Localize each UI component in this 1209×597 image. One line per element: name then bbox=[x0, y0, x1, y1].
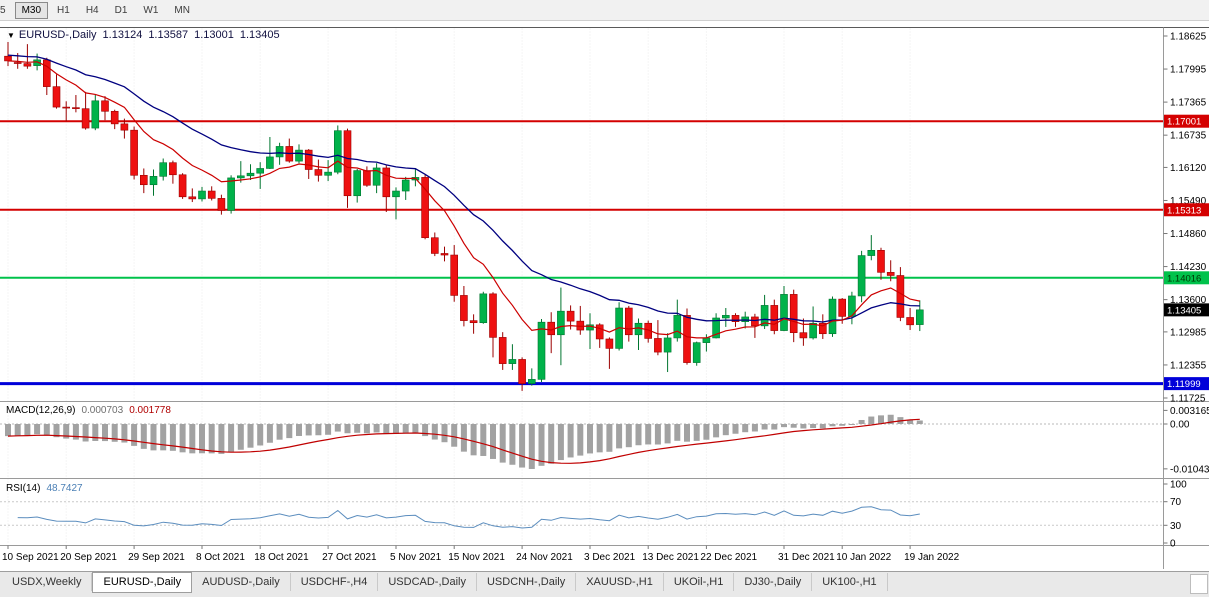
svg-text:1.17995: 1.17995 bbox=[1170, 65, 1207, 76]
tab-usdchf-h4[interactable]: USDCHF-,H4 bbox=[291, 573, 379, 591]
tab-xauusd-h1[interactable]: XAUUSD-,H1 bbox=[576, 573, 664, 591]
rsi-indicator-header: RSI(14) 48.7427 bbox=[6, 483, 83, 494]
svg-text:0: 0 bbox=[1170, 539, 1176, 550]
tab-eurusd-daily[interactable]: EURUSD-,Daily bbox=[92, 572, 193, 593]
ohlc-open: 1.13124 bbox=[102, 29, 143, 41]
svg-text:1.12355: 1.12355 bbox=[1170, 360, 1207, 371]
ohlc-close: 1.13405 bbox=[239, 29, 280, 41]
rsi-value: 48.7427 bbox=[46, 483, 83, 494]
macd-main-value: 0.000703 bbox=[81, 405, 124, 416]
svg-text:13 Dec 2021: 13 Dec 2021 bbox=[642, 552, 699, 563]
chart-ohlc-header: ▼ EURUSD-,Daily 1.13124 1.13587 1.13001 1.134… bbox=[7, 29, 280, 41]
svg-text:19 Jan 2022: 19 Jan 2022 bbox=[904, 552, 959, 563]
period-button-d1[interactable]: D1 bbox=[114, 4, 128, 16]
svg-text:31 Dec 2021: 31 Dec 2021 bbox=[778, 552, 835, 563]
svg-text:10 Sep 2021: 10 Sep 2021 bbox=[2, 552, 59, 563]
macd-indicator-header: MACD(12,26,9) 0.000703 0.001778 bbox=[6, 405, 171, 416]
svg-text:30: 30 bbox=[1170, 521, 1182, 532]
svg-text:100: 100 bbox=[1170, 480, 1187, 491]
symbol-dropdown-icon[interactable]: ▼ bbox=[7, 31, 15, 40]
svg-text:3 Dec 2021: 3 Dec 2021 bbox=[584, 552, 636, 563]
panel-separators bbox=[0, 27, 1209, 569]
rsi-panel bbox=[0, 501, 1164, 529]
period-button-w1[interactable]: W1 bbox=[143, 4, 159, 16]
svg-text:1.14230: 1.14230 bbox=[1170, 262, 1207, 273]
macd-name: MACD(12,26,9) bbox=[6, 405, 76, 416]
svg-text:29 Sep 2021: 29 Sep 2021 bbox=[128, 552, 185, 563]
candles bbox=[4, 42, 924, 391]
svg-text:1.17001: 1.17001 bbox=[1167, 117, 1201, 128]
svg-text:1.13600: 1.13600 bbox=[1170, 295, 1207, 306]
svg-text:5 Nov 2021: 5 Nov 2021 bbox=[390, 552, 442, 563]
period-button-5[interactable]: 5 bbox=[0, 4, 6, 16]
svg-text:27 Oct 2021: 27 Oct 2021 bbox=[322, 552, 377, 563]
tab-dj30-daily[interactable]: DJ30-,Daily bbox=[734, 573, 813, 591]
moving-averages bbox=[7, 54, 920, 339]
symbol-tabbar: USDX,Weekly EURUSD-,Daily AUDUSD-,Daily USD… bbox=[0, 571, 1209, 597]
horizontal-level-lines bbox=[0, 120, 1164, 386]
date-axis: 10 Sep 2021 20 Sep 2021 29 Sep 2021 8 Oct 2… bbox=[2, 545, 960, 563]
price-axis: 1.18625 1.17995 1.17365 1.16735 1.16120 1.154… bbox=[1163, 32, 1209, 550]
tab-usdcnh-daily[interactable]: USDCNH-,Daily bbox=[477, 573, 577, 591]
svg-text:1.15313: 1.15313 bbox=[1167, 205, 1201, 216]
svg-text:1.17365: 1.17365 bbox=[1170, 98, 1207, 109]
tab-usdcad-daily[interactable]: USDCAD-,Daily bbox=[378, 573, 477, 591]
svg-text:8 Oct 2021: 8 Oct 2021 bbox=[196, 552, 245, 563]
svg-text:1.16120: 1.16120 bbox=[1170, 163, 1207, 174]
ohlc-low: 1.13001 bbox=[194, 29, 234, 41]
svg-text:15 Nov 2021: 15 Nov 2021 bbox=[448, 552, 505, 563]
svg-text:1.14860: 1.14860 bbox=[1170, 229, 1207, 240]
svg-text:10 Jan 2022: 10 Jan 2022 bbox=[836, 552, 891, 563]
svg-text:0.00: 0.00 bbox=[1170, 420, 1190, 431]
period-button-h4[interactable]: H4 bbox=[85, 4, 99, 16]
tab-usdx-weekly[interactable]: USDX,Weekly bbox=[2, 573, 93, 591]
tab-uk100-h1[interactable]: UK100-,H1 bbox=[812, 573, 888, 591]
svg-text:1.18625: 1.18625 bbox=[1170, 32, 1207, 43]
svg-text:1.16735: 1.16735 bbox=[1170, 131, 1207, 142]
svg-text:70: 70 bbox=[1170, 497, 1182, 508]
timeframe-toolbar: 5 M30 H1 H4 D1 W1 MN bbox=[0, 0, 1209, 21]
svg-text:1.11725: 1.11725 bbox=[1170, 393, 1206, 404]
svg-text:18 Oct 2021: 18 Oct 2021 bbox=[254, 552, 309, 563]
svg-text:0.003165: 0.003165 bbox=[1170, 406, 1209, 417]
grid-lines bbox=[7, 28, 911, 545]
svg-text:1.12985: 1.12985 bbox=[1170, 327, 1207, 338]
macd-signal-value: 0.001778 bbox=[129, 405, 171, 416]
tabbar-corner bbox=[1190, 574, 1208, 594]
svg-text:1.15490: 1.15490 bbox=[1170, 196, 1207, 207]
svg-text:1.11999: 1.11999 bbox=[1167, 379, 1201, 390]
tab-ukoil-h1[interactable]: UKOil-,H1 bbox=[664, 573, 735, 591]
svg-text:24 Nov 2021: 24 Nov 2021 bbox=[516, 552, 573, 563]
svg-text:1.13405: 1.13405 bbox=[1167, 305, 1201, 316]
svg-text:22 Dec 2021: 22 Dec 2021 bbox=[700, 552, 757, 563]
macd-panel bbox=[0, 414, 1164, 469]
price-badges: 1.17001 1.15313 1.14016 1.11999 1.13405 bbox=[1164, 114, 1209, 391]
period-button-h1[interactable]: H1 bbox=[57, 4, 70, 16]
tab-audusd-daily[interactable]: AUDUSD-,Daily bbox=[192, 573, 291, 591]
period-button-m30[interactable]: M30 bbox=[14, 1, 49, 19]
chart-symbol-label: EURUSD-,Daily bbox=[18, 29, 97, 41]
ohlc-high: 1.13587 bbox=[148, 29, 189, 41]
period-button-mn[interactable]: MN bbox=[174, 4, 190, 16]
svg-text:1.14016: 1.14016 bbox=[1167, 273, 1201, 284]
svg-text:20 Sep 2021: 20 Sep 2021 bbox=[60, 552, 117, 563]
rsi-name: RSI(14) bbox=[6, 483, 41, 494]
